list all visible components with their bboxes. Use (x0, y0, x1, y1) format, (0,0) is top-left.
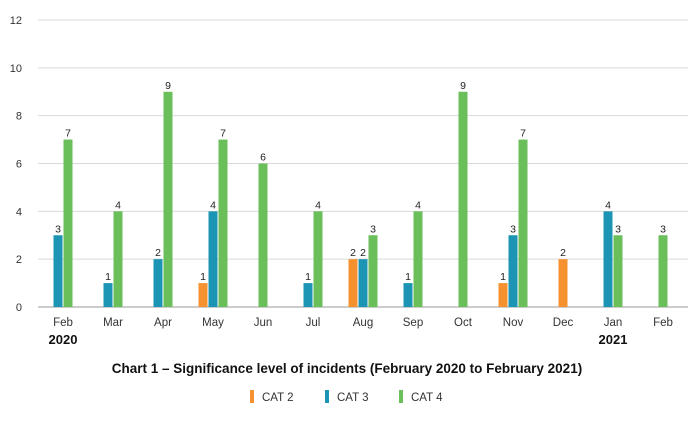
bar-cat-2 (498, 283, 508, 307)
bar-cat-3 (103, 283, 113, 307)
year-label: 2021 (599, 332, 628, 347)
legend-label: CAT 2 (262, 392, 294, 404)
y-tick-label: 10 (10, 63, 22, 75)
data-label: 1 (305, 271, 311, 283)
data-label: 4 (415, 199, 421, 211)
bar-cat-2 (348, 259, 358, 307)
x-axis: Feb Mar Apr May Jun Jul Aug Sep Oct Nov Dec Jan Feb 2… (49, 317, 673, 347)
data-label: 3 (370, 223, 376, 235)
bar-cat-4 (218, 139, 228, 307)
data-label: 4 (115, 199, 121, 211)
bar-cat-4 (368, 235, 378, 307)
year-label: 2020 (49, 332, 78, 347)
data-label: 4 (605, 199, 611, 211)
legend-label: CAT 3 (337, 392, 369, 404)
data-label: 1 (105, 271, 111, 283)
y-axis: 0 2 4 6 8 10 12 (10, 15, 22, 314)
legend-swatch (325, 390, 329, 403)
data-label: 2 (560, 247, 566, 259)
x-tick-label: Dec (553, 317, 574, 329)
legend: CAT 2 CAT 3 CAT 4 (250, 390, 443, 404)
legend-swatch (250, 390, 254, 403)
data-label: 2 (155, 247, 161, 259)
bar-cat-4 (113, 211, 123, 307)
data-label: 3 (615, 223, 621, 235)
x-tick-label: Jan (604, 317, 623, 329)
bar-cat-3 (603, 211, 613, 307)
data-label: 1 (405, 271, 411, 283)
bar-cat-4 (658, 235, 668, 307)
legend-label: CAT 4 (411, 392, 443, 404)
x-tick-label: Feb (653, 317, 673, 329)
x-tick-label: Aug (353, 317, 373, 329)
data-label: 7 (220, 128, 226, 140)
data-label: 9 (165, 80, 171, 92)
x-tick-label: Jul (306, 317, 321, 329)
y-tick-label: 4 (16, 206, 22, 218)
x-tick-label: Jun (254, 317, 273, 329)
data-label: 7 (520, 128, 526, 140)
bar-cat-3 (53, 235, 63, 307)
data-label: 4 (315, 199, 321, 211)
bar-cat-4 (163, 91, 173, 307)
bar-cat-4 (63, 139, 73, 307)
bar-cat-4 (258, 163, 268, 307)
bar-cat-3 (153, 259, 163, 307)
x-tick-label: Feb (53, 317, 73, 329)
bar-cat-3 (508, 235, 518, 307)
y-tick-label: 0 (16, 302, 22, 314)
data-label: 3 (510, 223, 516, 235)
y-tick-label: 8 (16, 111, 22, 123)
data-label: 4 (210, 199, 216, 211)
bar-cat-3 (403, 283, 413, 307)
x-tick-label: Mar (103, 317, 123, 329)
x-tick-label: May (202, 317, 224, 329)
data-label: 2 (350, 247, 356, 259)
bar-cat-3 (358, 259, 368, 307)
bar-cat-4 (413, 211, 423, 307)
y-tick-label: 12 (10, 15, 22, 27)
data-label: 6 (260, 152, 266, 164)
x-tick-label: Apr (154, 317, 172, 329)
data-label: 1 (200, 271, 206, 283)
data-label: 1 (500, 271, 506, 283)
y-tick-label: 6 (16, 159, 22, 171)
bar-cat-4 (313, 211, 323, 307)
data-label: 3 (660, 223, 666, 235)
bar-cat-2 (558, 259, 568, 307)
bar-cat-3 (208, 211, 218, 307)
bar-cat-4 (458, 91, 468, 307)
data-label: 9 (460, 80, 466, 92)
bar-cat-3 (303, 283, 313, 307)
bar-cat-4 (518, 139, 528, 307)
data-label: 2 (360, 247, 366, 259)
legend-swatch (399, 390, 403, 403)
bar-cat-2 (198, 283, 208, 307)
data-label: 7 (65, 128, 71, 140)
x-tick-label: Nov (503, 317, 524, 329)
x-tick-label: Oct (454, 317, 473, 329)
y-tick-label: 2 (16, 254, 22, 266)
gridlines (38, 19, 688, 308)
x-tick-label: Sep (403, 317, 423, 329)
data-label: 3 (55, 223, 61, 235)
chart-title: Chart 1 – Significance level of incident… (112, 361, 582, 376)
bar-cat-4 (613, 235, 623, 307)
